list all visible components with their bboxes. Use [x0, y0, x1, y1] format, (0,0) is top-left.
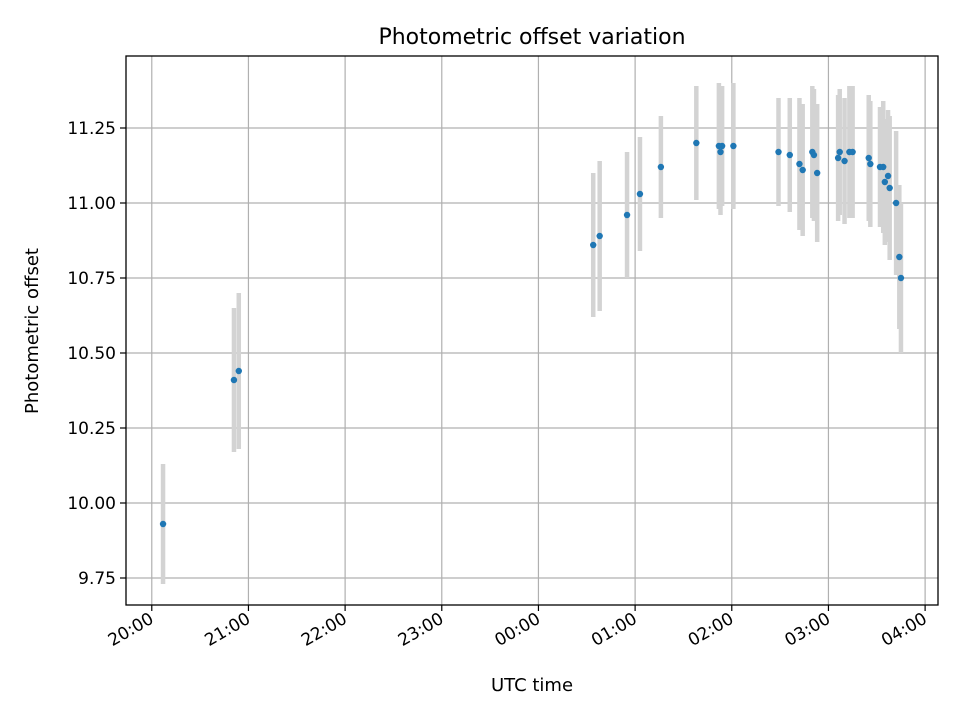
data-point: [590, 241, 597, 249]
data-point: [892, 199, 900, 207]
data-point: [717, 148, 724, 156]
y-axis-label: Photometric offset: [22, 248, 43, 414]
data-point: [657, 163, 665, 171]
x-tick-label: 23:00: [395, 609, 447, 651]
y-tick-label: 11.00: [67, 194, 116, 214]
data-point: [813, 169, 821, 177]
x-tick-label: 01:00: [588, 609, 640, 651]
x-tick-label: 22:00: [298, 609, 350, 651]
data-point: [636, 190, 644, 198]
data-point: [730, 142, 737, 150]
y-tick-label: 10.50: [67, 344, 116, 364]
data-point: [884, 172, 892, 180]
x-tick-label: 02:00: [685, 609, 737, 651]
data-point: [159, 520, 167, 528]
data-point: [836, 148, 843, 156]
y-tick-label: 11.25: [67, 119, 116, 139]
data-point: [796, 160, 803, 168]
y-tick-label: 10.00: [67, 494, 116, 514]
data-point: [834, 154, 842, 162]
data-point: [230, 376, 238, 384]
data-point: [623, 211, 631, 219]
data-point: [841, 157, 848, 165]
data-point: [718, 142, 726, 150]
plot-frame: [125, 55, 939, 606]
data-point: [867, 160, 874, 168]
chart-title: Photometric offset variation: [378, 25, 685, 50]
x-axis-label: UTC time: [491, 675, 573, 696]
data-point: [810, 151, 818, 159]
data-point: [775, 148, 782, 156]
data-point: [596, 232, 603, 240]
x-tick-label: 04:00: [878, 609, 930, 651]
data-point: [799, 166, 806, 174]
x-tick-label: 03:00: [782, 609, 834, 651]
y-tick-label: 10.75: [67, 269, 116, 289]
x-axis-ticks: 20:00 21:00 22:00 23:00 00:00 01:00 02:00 03:00…: [105, 605, 931, 651]
data-point: [849, 148, 856, 156]
y-tick-label: 10.25: [67, 419, 116, 439]
data-point: [786, 151, 793, 159]
x-tick-label: 00:00: [492, 609, 544, 651]
data-point: [881, 178, 889, 186]
data-point: [865, 154, 872, 162]
data-point: [897, 274, 905, 282]
data-point: [896, 253, 903, 261]
data-point: [880, 163, 887, 171]
y-axis-ticks: 9.75 10.00 10.25 10.50 10.75 11.00 11.25: [67, 119, 126, 589]
data-point: [886, 184, 893, 192]
y-tick-label: 9.75: [78, 569, 116, 589]
x-tick-label: 21:00: [202, 609, 254, 651]
point-layer: [159, 139, 905, 528]
grid-layer: [126, 56, 938, 605]
data-point: [693, 139, 700, 147]
data-point: [235, 367, 242, 375]
x-tick-label: 20:00: [105, 609, 157, 651]
